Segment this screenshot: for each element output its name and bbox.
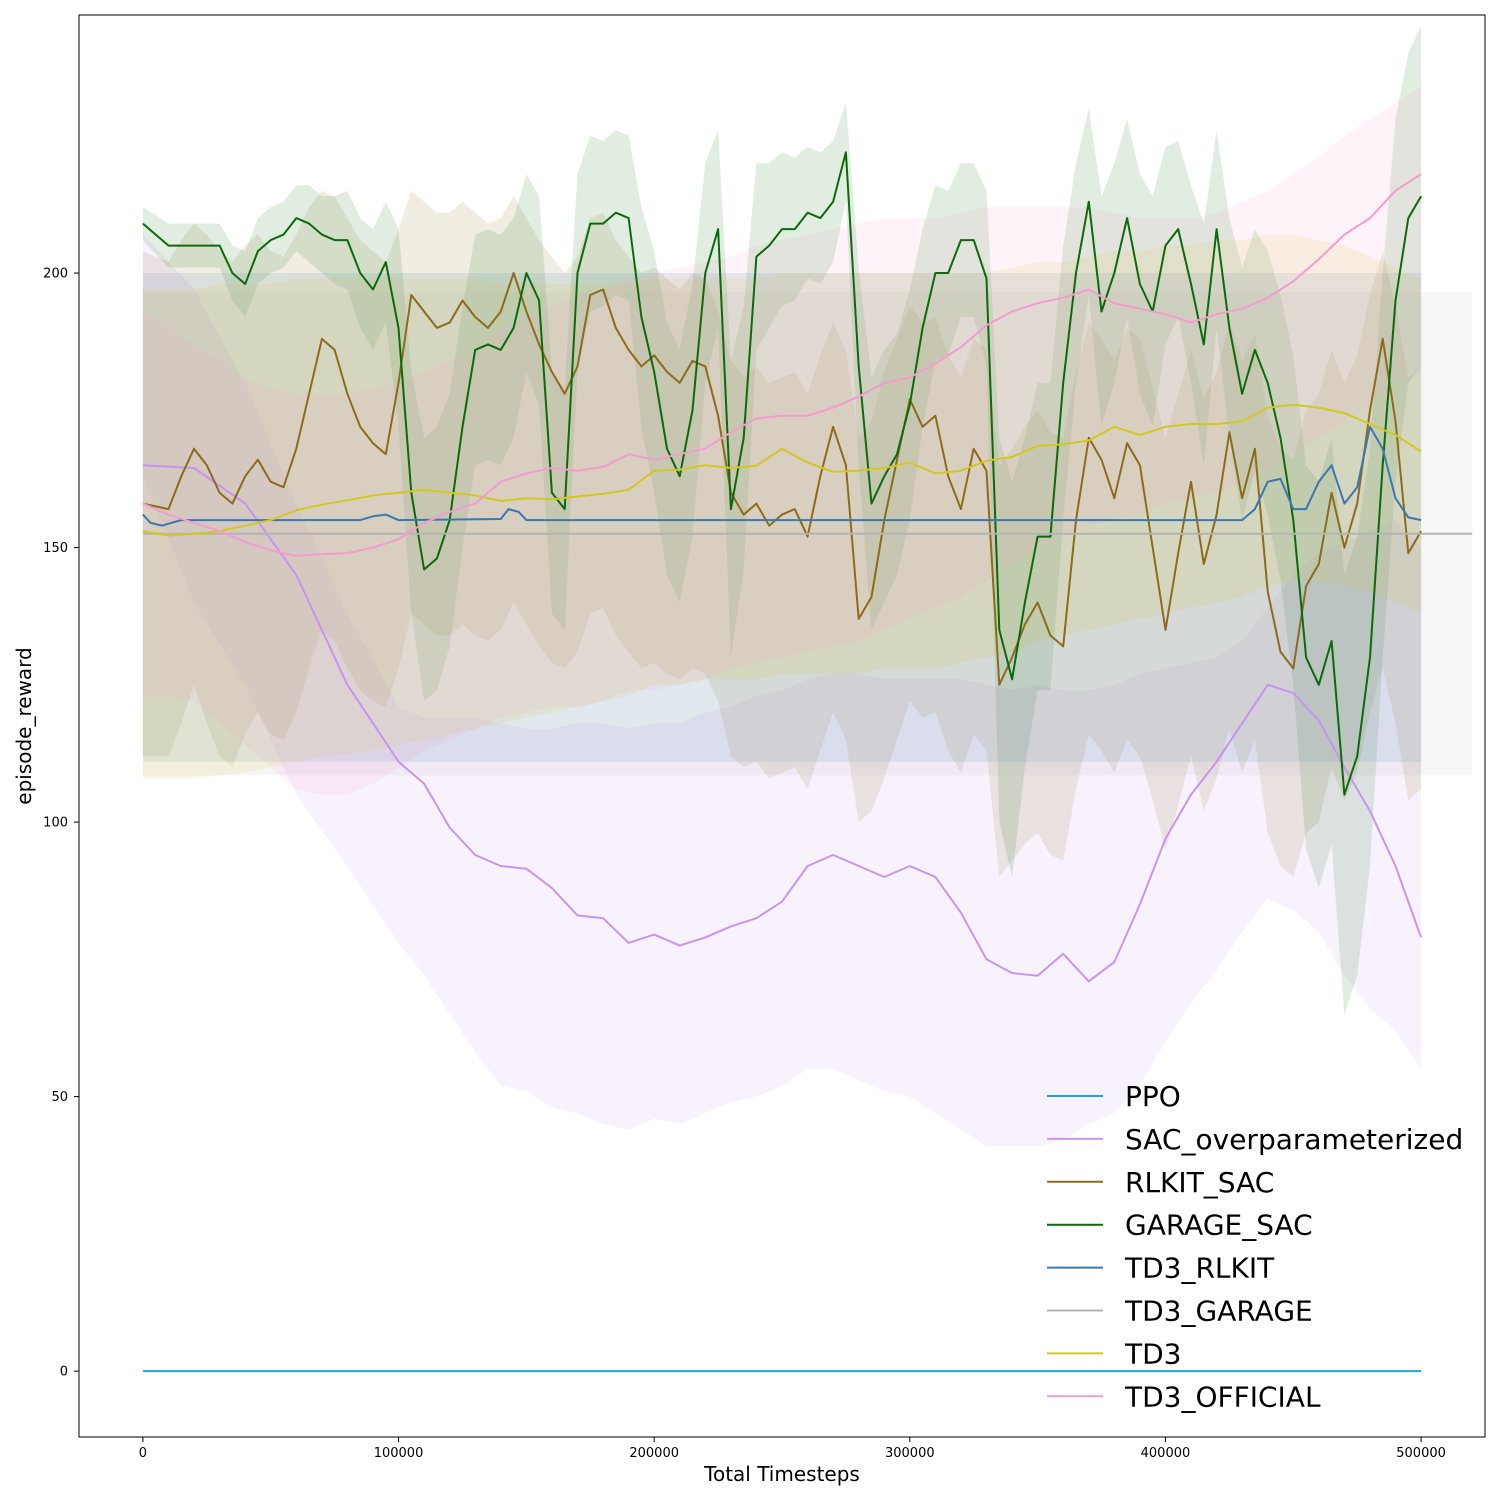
band-td3-rlkit — [142, 273, 1422, 762]
x-tick-label: 200000 — [629, 1446, 679, 1461]
plot-area-frame — [78, 14, 1486, 1438]
legend-label-rlkit-sac: RLKIT_SAC — [1125, 1166, 1274, 1199]
legend-label-td3-rlkit: TD3_RLKIT — [1124, 1252, 1275, 1285]
legend: PPO SAC_overparameterized RLKIT_SAC GARAGE_… — [1047, 1080, 1463, 1413]
line-garage-sac — [142, 151, 1422, 796]
band-garage-sac — [142, 26, 1422, 1015]
legend-label-td3-official: TD3_OFFICIAL — [1124, 1380, 1321, 1413]
y-tick-label: 50 — [51, 1090, 68, 1105]
series-lines — [142, 151, 1473, 1373]
confidence-bands — [142, 26, 1473, 1147]
x-tick-label: 300000 — [885, 1446, 935, 1461]
line-td3-rlkit — [142, 425, 1422, 527]
y-tick-label: 0 — [60, 1365, 68, 1380]
legend-label-ppo: PPO — [1125, 1080, 1181, 1113]
y-tick-label: 150 — [43, 541, 68, 556]
line-sac-overparameterized — [142, 464, 1423, 983]
legend-label-garage-sac: GARAGE_SAC — [1125, 1209, 1313, 1242]
legend-label-td3: TD3 — [1124, 1337, 1181, 1370]
band-td3 — [142, 234, 1422, 779]
legend-label-sac-overparameterized: SAC_overparameterized — [1125, 1123, 1463, 1156]
y-axis: 0 50 100 150 200 — [43, 267, 79, 1380]
line-td3 — [142, 403, 1422, 537]
line-td3-official — [142, 173, 1422, 557]
line-rlkit-sac — [142, 272, 1422, 686]
y-tick-label: 200 — [43, 267, 68, 282]
x-tick-label: 500000 — [1396, 1446, 1446, 1461]
x-tick-label: 400000 — [1141, 1446, 1191, 1461]
x-tick-label: 0 — [139, 1446, 147, 1461]
x-axis-label: Total Timesteps — [703, 1462, 860, 1486]
y-axis-label: episode_reward — [12, 647, 36, 804]
band-sac-overparameterized — [142, 234, 1422, 1147]
y-tick-label: 100 — [43, 816, 68, 831]
x-tick-label: 100000 — [374, 1446, 424, 1461]
x-axis: 0 100000 200000 300000 400000 500000 — [139, 1437, 1446, 1461]
legend-label-td3-garage: TD3_GARAGE — [1124, 1295, 1313, 1328]
band-td3-official — [142, 86, 1422, 795]
